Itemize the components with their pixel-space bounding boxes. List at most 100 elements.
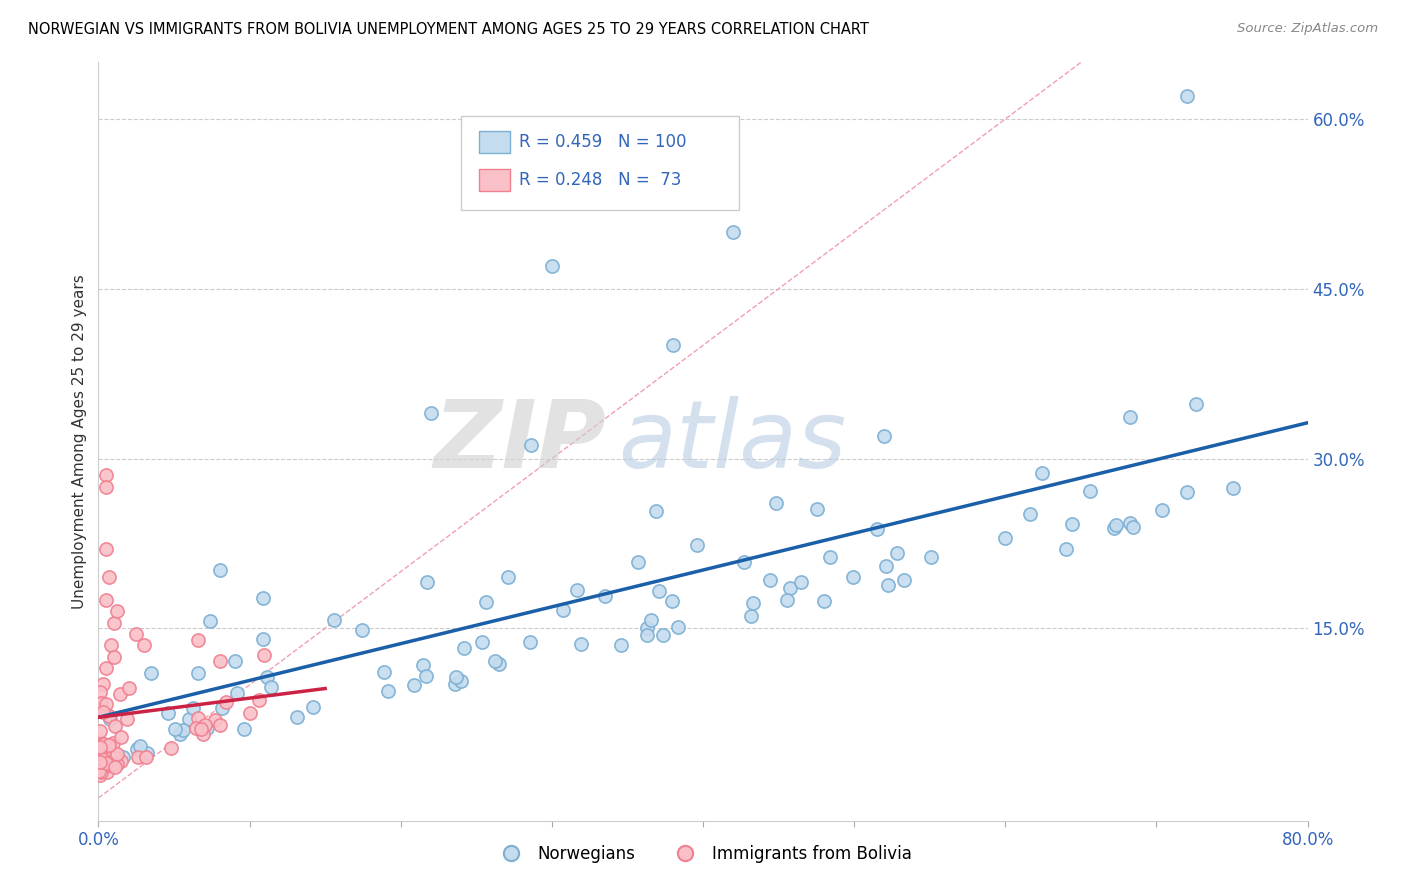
Point (195, 721, 218, 735)
Point (127, 742, 149, 756)
Text: ZIP: ZIP (433, 395, 606, 488)
Point (94, 697, 117, 711)
Point (89, 764, 111, 779)
Point (91, 738, 114, 752)
Text: atlas: atlas (619, 396, 846, 487)
Point (91, 706, 114, 720)
Point (496, 570, 519, 584)
Point (779, 582, 801, 596)
Point (204, 713, 226, 727)
Point (1152, 503, 1174, 517)
FancyBboxPatch shape (461, 115, 740, 211)
Point (187, 665, 209, 680)
Point (666, 619, 689, 633)
Point (540, 259, 562, 273)
Point (177, 712, 200, 726)
Point (1054, 542, 1077, 557)
Point (285, 709, 308, 723)
Point (90, 696, 112, 710)
Point (172, 723, 194, 738)
Point (806, 502, 828, 516)
Point (90, 765, 112, 780)
Point (420, 406, 443, 420)
Point (740, 609, 762, 624)
Point (450, 674, 472, 689)
Point (94, 468, 117, 483)
Legend: Norwegians, Immigrants from Bolivia: Norwegians, Immigrants from Bolivia (488, 838, 918, 869)
Point (139, 665, 162, 680)
Point (444, 676, 467, 690)
Point (94, 480, 117, 494)
Point (256, 670, 278, 684)
Point (132, 638, 155, 652)
Point (1175, 89, 1198, 103)
Text: Source: ZipAtlas.com: Source: ZipAtlas.com (1237, 22, 1378, 36)
Point (876, 578, 898, 592)
Point (1175, 485, 1198, 500)
Point (94, 542, 117, 557)
Point (136, 746, 159, 760)
Point (209, 654, 232, 668)
Point (117, 712, 139, 726)
Point (110, 730, 132, 744)
Point (97, 739, 120, 753)
Point (1105, 517, 1128, 532)
Point (1222, 481, 1244, 495)
Point (208, 563, 231, 577)
Point (866, 522, 889, 536)
Point (471, 634, 494, 648)
Point (1184, 397, 1206, 411)
Point (225, 685, 247, 699)
Point (1102, 521, 1125, 535)
Point (89, 703, 111, 717)
Point (96, 765, 118, 780)
Point (100, 749, 122, 764)
Point (565, 582, 588, 597)
Point (645, 504, 668, 518)
Point (98, 709, 121, 723)
Point (484, 654, 506, 668)
Point (765, 495, 787, 509)
Point (198, 614, 221, 628)
Point (733, 555, 755, 569)
Point (790, 574, 813, 589)
Point (994, 531, 1017, 545)
Point (90, 756, 112, 771)
Point (252, 591, 274, 606)
Point (94, 756, 117, 770)
Point (93, 756, 115, 770)
Point (87, 735, 110, 749)
Point (636, 628, 658, 642)
Point (249, 692, 271, 706)
Point (183, 701, 205, 715)
Point (104, 760, 127, 774)
Point (91, 749, 114, 764)
Point (373, 665, 395, 680)
Point (98, 749, 121, 764)
Point (93, 737, 115, 751)
Point (125, 627, 148, 641)
Point (233, 722, 256, 736)
Point (98, 738, 121, 752)
Point (87, 757, 110, 772)
Point (103, 649, 125, 664)
Point (103, 615, 125, 630)
Point (110, 754, 132, 768)
Point (190, 722, 212, 736)
Point (813, 593, 835, 607)
Point (97, 738, 120, 752)
Point (519, 438, 541, 452)
Point (239, 706, 262, 720)
Point (253, 648, 276, 662)
Point (610, 638, 633, 652)
Point (94, 661, 117, 675)
Point (187, 633, 209, 648)
Point (127, 750, 149, 764)
Point (100, 712, 122, 726)
Point (415, 668, 437, 682)
Point (661, 338, 683, 352)
Point (194, 717, 217, 731)
Point (453, 641, 475, 656)
Point (208, 717, 231, 731)
Point (105, 747, 128, 761)
